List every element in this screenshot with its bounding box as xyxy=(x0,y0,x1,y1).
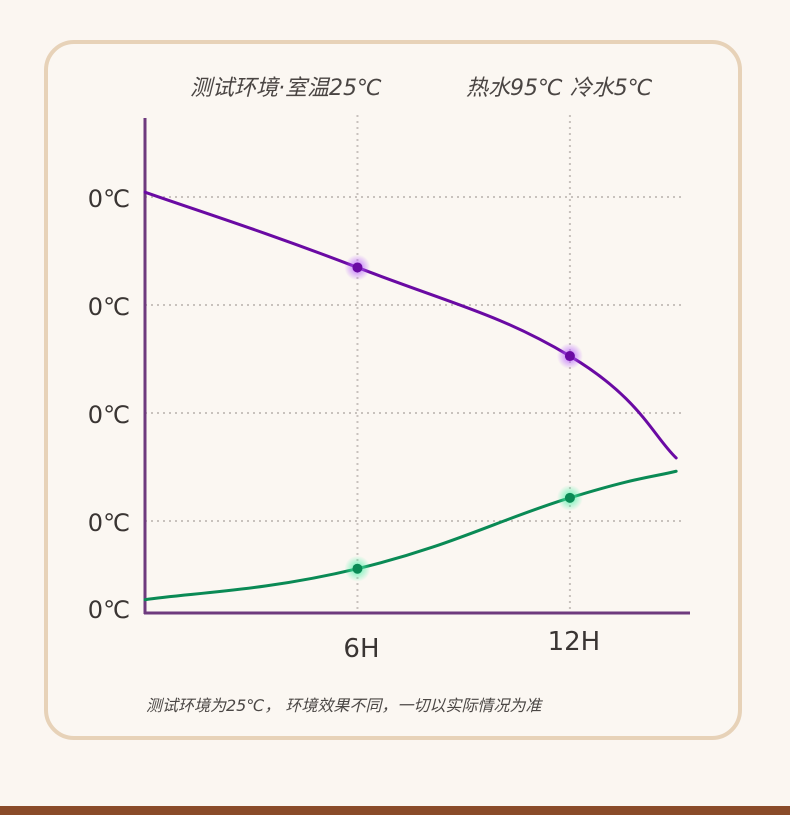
y-tick-label: 0℃ xyxy=(88,596,130,624)
chart-header: 测试环境·室温25℃ 热水95℃ 冷水5℃ xyxy=(0,64,790,104)
y-tick-label: 0℃ xyxy=(88,509,130,537)
data-point xyxy=(352,563,363,574)
chart-card xyxy=(44,40,742,740)
y-tick-label: 0℃ xyxy=(88,185,130,213)
series-lines xyxy=(143,190,678,602)
tick-labels: 0℃ 0℃ 0℃ 0℃ 0℃ 6H 12H xyxy=(88,185,600,664)
bottom-decorative-bar xyxy=(0,806,790,815)
water-temperature-label: 热水95℃ 冷水5℃ xyxy=(466,76,653,101)
data-markers xyxy=(344,254,583,582)
y-tick-label: 0℃ xyxy=(88,293,130,321)
cold-water-line xyxy=(143,469,678,602)
x-tick-label: 6H xyxy=(343,634,379,664)
data-point xyxy=(352,262,363,273)
test-disclaimer-note: 测试环境为25℃， 环境效果不同，一切以实际情况为准 xyxy=(146,696,542,715)
data-point xyxy=(564,351,575,362)
y-tick-label: 0℃ xyxy=(88,401,130,429)
test-environment-label: 测试环境·室温25℃ xyxy=(190,76,382,101)
hot-water-line xyxy=(143,190,678,460)
data-point xyxy=(564,492,575,503)
x-tick-label: 12H xyxy=(548,627,601,657)
axes xyxy=(143,118,690,615)
grid-lines xyxy=(145,115,684,613)
